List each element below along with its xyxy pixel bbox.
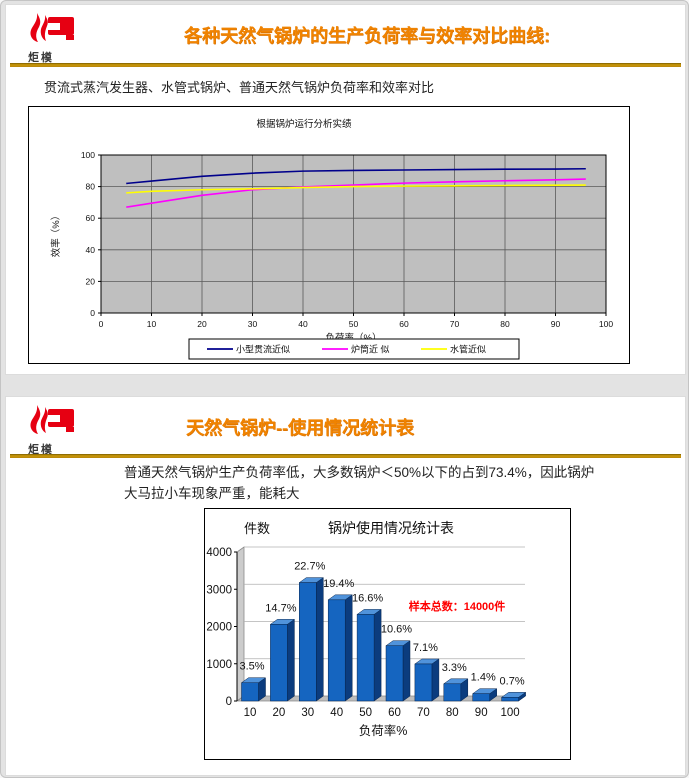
svg-text:19.4%: 19.4%	[323, 578, 354, 590]
x-tick-labels: 10 20 30 40 50 60 70 80 90 100	[244, 707, 520, 719]
svg-text:100: 100	[501, 707, 520, 719]
svg-text:60: 60	[399, 319, 409, 329]
svg-text:70: 70	[450, 319, 460, 329]
svg-text:10.6%: 10.6%	[381, 624, 412, 636]
sample-total-annotation: 样本总数：14000件	[409, 599, 506, 613]
logo-flame-icon	[30, 405, 74, 434]
bar-chart-svg: 件数 锅炉使用情况统计表 0 1000 2000 3000 4000 3.5% 14.7% 22.…	[206, 520, 527, 738]
svg-text:30: 30	[248, 319, 258, 329]
bar	[501, 697, 519, 702]
slide2-title: 天然气锅炉--使用情况统计表	[186, 418, 414, 438]
company-logo: 炬橂	[26, 11, 82, 64]
bar	[299, 582, 317, 702]
series-line	[126, 167, 586, 185]
svg-text:100: 100	[81, 150, 95, 160]
svg-text:40: 40	[330, 707, 343, 719]
bar	[472, 693, 490, 702]
x-axis-title: 负荷率%	[359, 723, 408, 738]
svg-text:90: 90	[475, 707, 488, 719]
svg-text:20: 20	[86, 276, 96, 286]
bar	[270, 624, 288, 702]
svg-text:小型贯流近似: 小型贯流近似	[236, 344, 290, 355]
svg-text:0: 0	[99, 319, 104, 329]
svg-text:0: 0	[226, 696, 232, 708]
bar	[414, 663, 433, 702]
slide1-subtitle: 贯流式蒸汽发生器、水管式锅炉、普通天然气锅炉负荷率和效率对比	[44, 80, 435, 95]
y-tick-labels: 0 1000 2000 3000 4000	[206, 547, 237, 708]
svg-text:3000: 3000	[206, 584, 232, 596]
svg-text:40: 40	[86, 245, 96, 255]
svg-text:根据锅炉运行分析实绩: 根据锅炉运行分析实绩	[256, 118, 352, 130]
svg-text:2000: 2000	[206, 622, 232, 634]
company-logo: 炬橂	[26, 403, 82, 456]
svg-text:16.6%: 16.6%	[352, 592, 383, 604]
logo-text: 炬橂	[28, 444, 54, 456]
axis-ticks	[98, 154, 607, 316]
svg-text:0.7%: 0.7%	[500, 675, 525, 687]
bar	[241, 682, 259, 702]
bar	[385, 645, 404, 702]
bar	[443, 683, 462, 702]
logo-text: 炬橂	[28, 52, 54, 64]
svg-text:7.1%: 7.1%	[413, 642, 438, 654]
svg-text:3.3%: 3.3%	[442, 662, 467, 674]
series-line	[126, 184, 586, 194]
bar-labels: 3.5% 14.7% 22.7% 19.4% 16.6% 10.6%7.1% 3.3% 1.4…	[239, 561, 524, 688]
slide-efficiency-curves: 炬橂 各种天然气锅炉的生产负荷率与效率对比曲线: 贯流式蒸汽发生器、水管式锅炉、…	[5, 4, 686, 375]
svg-text:50: 50	[359, 707, 372, 719]
legend: 小型贯流近似 炉筒近 似 水管近似	[188, 338, 520, 360]
svg-text:1000: 1000	[206, 659, 232, 671]
tick-labels: 0 10 20 30 40 50 60 70 80 90 100 0 20 40 60 80 100	[81, 150, 614, 329]
svg-text:炉筒近 似: 炉筒近 似	[351, 344, 390, 355]
svg-text:10: 10	[147, 319, 157, 329]
svg-text:水管近似: 水管近似	[450, 344, 486, 355]
svg-text:80: 80	[86, 182, 96, 192]
bars	[240, 577, 527, 702]
svg-text:80: 80	[446, 707, 459, 719]
logo-flame-icon	[30, 13, 74, 42]
line-chart-svg: 根据锅炉运行分析实绩 0 10 20 30 40 50 60 70 80 90 100 0 20 40 60 8…	[50, 118, 614, 360]
slide-usage-statistics: 炬橂 天然气锅炉--使用情况统计表 普通天然气锅炉生产负荷率低，大多数锅炉＜50…	[5, 396, 686, 776]
wall-3d	[236, 546, 245, 702]
bar	[356, 614, 375, 702]
y-axis-title: 效率（%）	[50, 211, 62, 257]
bar	[327, 599, 346, 702]
svg-text:40: 40	[298, 319, 308, 329]
svg-text:14.7%: 14.7%	[265, 602, 296, 614]
slide2-body-text: 普通天然气锅炉生产负荷率低，大多数锅炉＜50%以下的占到73.4%，因此锅炉大马…	[124, 465, 595, 501]
series-line	[126, 178, 586, 208]
svg-text:60: 60	[388, 707, 401, 719]
svg-text:70: 70	[417, 707, 430, 719]
svg-text:20: 20	[273, 707, 286, 719]
svg-text:0: 0	[90, 308, 95, 318]
svg-text:10: 10	[244, 707, 257, 719]
svg-text:20: 20	[197, 319, 207, 329]
slide1-title: 各种天然气锅炉的生产负荷率与效率对比曲线:	[184, 26, 550, 46]
svg-text:4000: 4000	[206, 547, 232, 559]
svg-text:80: 80	[500, 319, 510, 329]
usage-bar-chart: 件数 锅炉使用情况统计表 0 1000 2000 3000 4000 3.5% 14.7% 22.…	[204, 508, 571, 760]
title-underline	[10, 454, 681, 458]
svg-text:22.7%: 22.7%	[294, 561, 325, 573]
svg-text:50: 50	[349, 319, 359, 329]
svg-text:90: 90	[551, 319, 561, 329]
title-underline	[10, 63, 681, 67]
svg-text:60: 60	[86, 213, 96, 223]
svg-text:1.4%: 1.4%	[471, 672, 496, 684]
efficiency-line-chart: 根据锅炉运行分析实绩 0 10 20 30 40 50 60 70 80 90 100 0 20 40 60 8…	[28, 106, 630, 364]
chart-title: 锅炉使用情况统计表	[328, 520, 454, 536]
svg-text:3.5%: 3.5%	[239, 661, 264, 673]
gridlines	[244, 546, 525, 660]
svg-text:30: 30	[301, 707, 314, 719]
y-axis-title: 件数	[244, 521, 270, 536]
svg-text:100: 100	[599, 319, 613, 329]
